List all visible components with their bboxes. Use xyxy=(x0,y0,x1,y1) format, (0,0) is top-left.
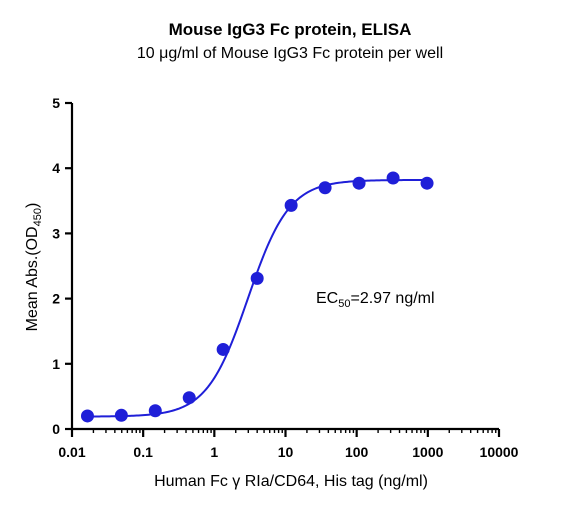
y-tick-label: 0 xyxy=(52,421,60,437)
ec50-annotation: EC50=2.97 ng/ml xyxy=(316,290,435,310)
y-tick-label: 4 xyxy=(52,160,60,176)
ec50-sub: 50 xyxy=(338,298,350,310)
data-point xyxy=(182,391,196,405)
x-axis-label: Human Fc γ RIa/CD64, His tag (ng/ml) xyxy=(154,473,428,490)
x-tick-label: 1 xyxy=(210,444,218,460)
x-axis: 0.01 0.1 1 10 100 1000 10000 xyxy=(58,427,519,460)
chart-subtitle: 10 μg/ml of Mouse IgG3 Fc protein per we… xyxy=(137,45,443,62)
chart-title: Mouse IgG3 Fc protein, ELISA xyxy=(169,20,412,39)
x-tick-label: 0.1 xyxy=(133,444,153,460)
data-point xyxy=(114,408,128,422)
data-point xyxy=(318,181,332,195)
data-point xyxy=(216,342,230,356)
ec50-prefix: EC xyxy=(316,290,338,307)
data-point xyxy=(386,171,400,185)
y-tick-label: 2 xyxy=(52,291,60,307)
x-tick-label: 0.01 xyxy=(58,444,85,460)
data-point xyxy=(80,409,94,423)
y-axis-label-sub: 450 xyxy=(32,208,44,226)
x-tick-label: 1000 xyxy=(412,444,443,460)
y-axis: 0 1 2 3 4 5 xyxy=(52,95,74,437)
data-point xyxy=(352,176,366,190)
data-point xyxy=(250,271,264,285)
x-tick-label: 100 xyxy=(345,444,369,460)
y-axis-label-end: ) xyxy=(24,203,41,208)
x-tick-label: 10000 xyxy=(480,444,519,460)
ec50-suffix: =2.97 ng/ml xyxy=(350,290,434,307)
y-axis-label-main: Mean Abs.(OD xyxy=(24,226,41,331)
y-tick-label: 5 xyxy=(52,95,60,111)
y-axis-label: Mean Abs.(OD450) xyxy=(24,203,44,332)
y-tick-label: 3 xyxy=(52,225,60,241)
data-point xyxy=(284,198,298,212)
data-point xyxy=(148,404,162,418)
y-tick-label: 1 xyxy=(52,356,60,372)
data-point xyxy=(420,176,434,190)
x-tick-label: 10 xyxy=(278,444,294,460)
data-points xyxy=(80,171,434,423)
